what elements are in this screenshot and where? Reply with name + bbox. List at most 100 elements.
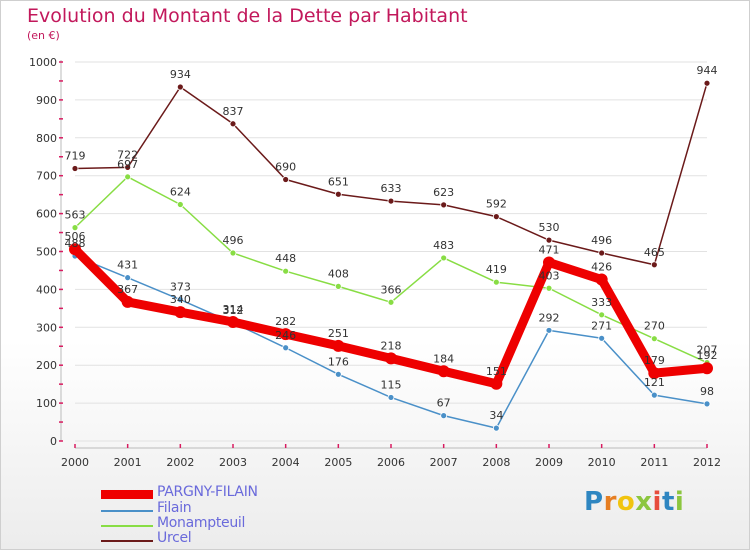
data-label-pargny-filain: 471 [539, 243, 560, 256]
data-label-monampteuil: 333 [591, 296, 612, 309]
data-label-filain: 292 [539, 311, 560, 324]
legend-label: Monampteuil [157, 515, 246, 531]
data-point-urcel [71, 165, 79, 172]
x-tick-label: 2012 [693, 456, 721, 469]
data-point-urcel [176, 83, 184, 91]
data-label-monampteuil: 207 [697, 344, 718, 357]
data-point-pargny-filain [279, 328, 292, 341]
data-label-urcel: 690 [275, 160, 296, 173]
data-point-filain [650, 391, 658, 399]
data-label-filain: 67 [437, 397, 451, 410]
data-label-pargny-filain: 282 [275, 315, 296, 328]
data-point-filain [545, 326, 553, 334]
data-label-filain: 121 [644, 376, 665, 389]
data-label-monampteuil: 408 [328, 267, 349, 280]
data-label-pargny-filain: 506 [65, 230, 86, 243]
x-tick-label: 2006 [377, 456, 405, 469]
data-point-monampteuil [440, 254, 448, 262]
data-label-filain: 488 [65, 237, 86, 250]
data-label-urcel: 944 [697, 64, 718, 77]
y-tick-label: 700 [36, 170, 57, 183]
data-point-monampteuil [545, 284, 553, 292]
y-tick-label: 100 [36, 397, 57, 410]
data-point-monampteuil [650, 335, 658, 343]
data-point-monampteuil [334, 282, 342, 290]
data-label-monampteuil: 419 [486, 263, 507, 276]
data-point-pargny-filain [595, 273, 608, 286]
data-point-urcel [334, 190, 342, 198]
legend-swatch-pargny-filain [101, 490, 153, 499]
data-point-pargny-filain [543, 256, 555, 269]
data-point-monampteuil [282, 267, 290, 275]
data-label-pargny-filain: 151 [486, 365, 507, 378]
data-point-filain [440, 412, 448, 420]
data-label-filain: 246 [275, 329, 296, 342]
x-tick-label: 2011 [640, 456, 668, 469]
legend-label: Urcel [157, 530, 192, 546]
legend-label: Filain [157, 500, 192, 516]
data-point-monampteuil [598, 311, 606, 319]
data-label-urcel: 722 [117, 148, 138, 161]
data-label-urcel: 719 [65, 149, 86, 162]
x-tick-label: 2008 [482, 456, 510, 469]
data-label-filain: 431 [117, 259, 138, 272]
chart-subtitle: (en €) [27, 29, 60, 42]
data-point-filain [334, 370, 342, 378]
legend-swatch-urcel [101, 540, 153, 542]
data-point-urcel [492, 213, 500, 221]
x-tick-label: 2002 [166, 456, 194, 469]
series-line-monampteuil [74, 176, 708, 364]
data-point-filain [387, 394, 395, 401]
logo-letter: P [584, 487, 604, 517]
data-label-pargny-filain: 314 [223, 303, 244, 316]
data-point-pargny-filain [69, 243, 81, 256]
data-point-monampteuil [229, 249, 237, 257]
data-point-pargny-filain [437, 365, 450, 378]
data-point-monampteuil [176, 201, 184, 208]
series-line-urcel [74, 82, 708, 266]
data-point-filain [703, 400, 711, 408]
data-label-filain: 176 [328, 355, 349, 368]
data-label-filain: 115 [381, 378, 402, 391]
data-label-monampteuil: 483 [433, 239, 454, 252]
y-tick-label: 0 [50, 435, 57, 448]
data-label-monampteuil: 366 [381, 283, 402, 296]
x-tick-label: 2001 [114, 456, 142, 469]
data-point-urcel [282, 176, 290, 183]
data-label-pargny-filain: 218 [381, 339, 402, 352]
x-tick-label: 2005 [324, 456, 352, 469]
data-label-monampteuil: 448 [275, 252, 296, 265]
data-point-filain [176, 296, 184, 304]
data-point-filain [598, 334, 606, 342]
data-label-urcel: 837 [223, 105, 244, 118]
data-label-urcel: 651 [328, 175, 349, 188]
logo-letter: o [616, 487, 636, 517]
legend-swatch-monampteuil [101, 525, 153, 527]
x-tick-label: 2003 [219, 456, 247, 469]
data-point-pargny-filain [121, 295, 134, 308]
data-label-urcel: 623 [433, 186, 454, 199]
y-tick-label: 800 [36, 132, 57, 145]
data-label-urcel: 934 [170, 68, 191, 81]
x-tick-label: 2009 [535, 456, 563, 469]
legend-swatch-filain [101, 510, 153, 512]
data-label-urcel: 633 [381, 182, 402, 195]
data-point-urcel [387, 197, 395, 205]
x-tick-label: 2010 [588, 456, 616, 469]
data-label-monampteuil: 403 [539, 269, 560, 282]
data-label-filain: 312 [223, 304, 244, 317]
x-tick-label: 2007 [430, 456, 458, 469]
data-label-filain: 34 [489, 409, 503, 422]
data-point-urcel [229, 120, 237, 128]
data-label-pargny-filain: 340 [170, 293, 191, 306]
chart-title: Evolution du Montant de la Dette par Hab… [27, 5, 468, 27]
x-tick-label: 2004 [272, 456, 300, 469]
data-point-urcel [545, 236, 553, 244]
data-point-urcel [650, 261, 658, 269]
logo-letter: i [652, 487, 662, 517]
data-label-monampteuil: 496 [223, 234, 244, 247]
data-label-monampteuil: 624 [170, 186, 191, 199]
y-tick-label: 900 [36, 94, 57, 107]
